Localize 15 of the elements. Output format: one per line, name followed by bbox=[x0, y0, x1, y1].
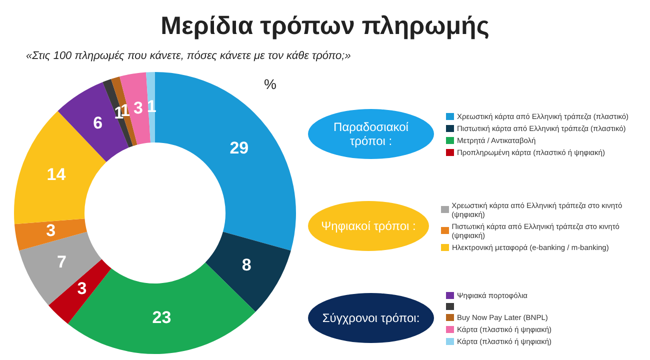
text: Σύγχρονοι τρόποι: bbox=[322, 311, 420, 325]
text: % bbox=[264, 76, 276, 92]
data-label: 29 bbox=[230, 138, 249, 158]
data-label: 3 bbox=[46, 221, 56, 240]
chart-title: Μερίδια τρόπων πληρωμής bbox=[160, 12, 490, 41]
data-label: 6 bbox=[93, 114, 103, 133]
data-label: 3 bbox=[134, 98, 144, 118]
data-label: 8 bbox=[242, 256, 252, 275]
text: Παραδοσιακοί τρόποι : bbox=[334, 120, 408, 148]
chart-subtitle: «Στις 100 πληρωμές που κάνετε, πόσες κάνετε με τον κάθε τρόπο;» bbox=[26, 50, 351, 62]
data-label: 23 bbox=[152, 308, 172, 328]
data-label: 3 bbox=[77, 279, 87, 298]
text: Ψηφιακοί τρόποι : bbox=[321, 219, 416, 233]
data-label: 14 bbox=[46, 164, 66, 184]
data-label: 7 bbox=[57, 252, 67, 272]
